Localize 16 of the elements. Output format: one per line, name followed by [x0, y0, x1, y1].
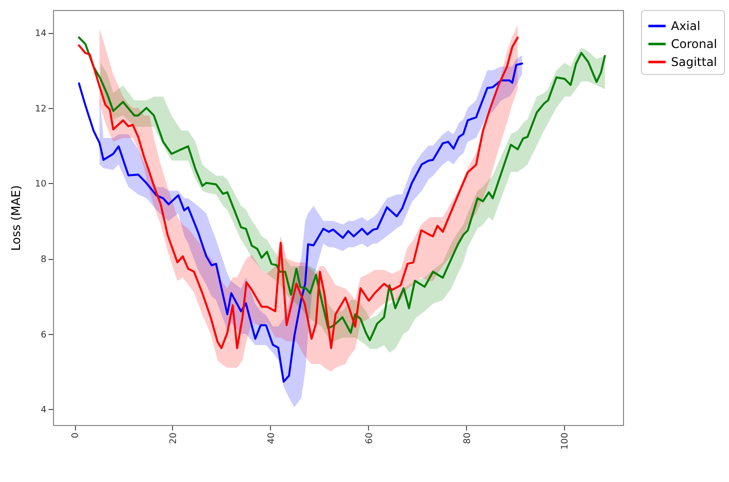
x-tick-label: 20	[168, 432, 179, 444]
x-tick-label: 100	[560, 432, 571, 450]
y-tick-label: 8	[40, 255, 47, 266]
y-tick-label: 6	[40, 330, 47, 340]
x-tick-label: 40	[266, 432, 277, 444]
y-tick-label: 4	[40, 406, 47, 416]
legend-label: Sagittal	[671, 55, 718, 69]
x-tick-label: 0	[71, 432, 82, 438]
x-tick-label: 80	[462, 432, 473, 444]
y-tick-label: 12	[35, 104, 46, 114]
y-tick-label: 10	[35, 180, 47, 190]
legend-label: Axial	[671, 19, 700, 33]
y-axis-title: Loss (MAE)	[9, 185, 24, 251]
x-tick-label: 60	[364, 432, 375, 444]
legend-label: Coronal	[671, 37, 718, 51]
y-tick-label: 14	[35, 29, 47, 40]
